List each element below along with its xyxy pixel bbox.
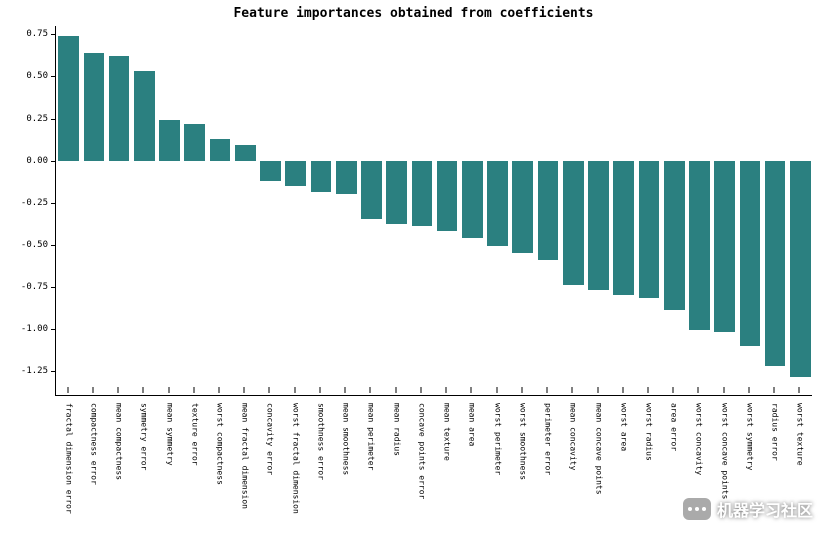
bar (285, 161, 306, 186)
bar (336, 161, 357, 195)
y-tick-label: 0.25 (26, 114, 56, 124)
x-tick-label: compactness error (89, 395, 98, 485)
wechat-icon (683, 498, 711, 520)
bar (109, 56, 130, 160)
bar (487, 161, 508, 247)
y-tick-label: -1.00 (21, 324, 56, 334)
bar (714, 161, 735, 333)
x-tick-label: concave points error (417, 395, 426, 499)
bar (134, 71, 155, 160)
plot-area: -1.25-1.00-0.75-0.50-0.250.000.250.500.7… (55, 26, 812, 396)
x-tick-label: fractal dimension error (64, 395, 73, 514)
x-tick-label: worst area (619, 395, 628, 451)
bar (790, 161, 811, 378)
bar (664, 161, 685, 311)
bar (462, 161, 483, 238)
bar (235, 145, 256, 160)
x-tick-label: mean symmetry (165, 395, 174, 466)
x-tick-label: mean smoothness (342, 395, 351, 475)
bar (58, 36, 79, 160)
x-tick-label: worst concave points (720, 395, 729, 499)
bar (740, 161, 761, 346)
bar (538, 161, 559, 260)
x-tick-label: worst texture (796, 395, 805, 466)
bar (184, 124, 205, 161)
x-tick-label: mean radius (392, 395, 401, 456)
x-tick-label: worst compactness (216, 395, 225, 485)
x-tick-label: worst perimeter (493, 395, 502, 475)
x-tick-label: worst radius (644, 395, 653, 461)
watermark-label: 机器学习社区 (717, 497, 813, 521)
bar (588, 161, 609, 291)
y-tick-label: -0.50 (21, 240, 56, 250)
bar (260, 161, 281, 181)
x-tick-label: radius error (771, 395, 780, 461)
x-tick-label: worst smoothness (518, 395, 527, 480)
bar (613, 161, 634, 296)
watermark: 机器学习社区 (683, 497, 813, 521)
bar (361, 161, 382, 220)
chart-title: Feature importances obtained from coeffi… (0, 6, 827, 21)
x-tick-label: area error (670, 395, 679, 451)
bar (311, 161, 332, 193)
x-tick-label: mean concavity (569, 395, 578, 470)
x-tick-label: concavity error (266, 395, 275, 475)
bar (159, 120, 180, 160)
bar (563, 161, 584, 285)
bar (639, 161, 660, 299)
y-tick-label: -1.25 (21, 366, 56, 376)
bar (437, 161, 458, 232)
x-tick-label: symmetry error (140, 395, 149, 470)
bar (412, 161, 433, 227)
bar (386, 161, 407, 225)
chart-container: Feature importances obtained from coeffi… (0, 0, 827, 535)
x-tick-label: perimeter error (544, 395, 553, 475)
x-tick-label: mean texture (443, 395, 452, 461)
x-tick-label: mean area (468, 395, 477, 446)
bar (512, 161, 533, 254)
y-tick-label: -0.75 (21, 282, 56, 292)
bar (210, 139, 231, 161)
y-tick-label: 0.50 (26, 71, 56, 81)
x-tick-label: mean compactness (115, 395, 124, 480)
y-tick-label: 0.00 (26, 156, 56, 166)
x-tick-label: worst fractal dimension (291, 395, 300, 514)
x-tick-label: texture error (190, 395, 199, 466)
x-tick-label: smoothness error (316, 395, 325, 480)
bar (689, 161, 710, 331)
bar (84, 53, 105, 161)
x-tick-label: worst symmetry (745, 395, 754, 470)
bar (765, 161, 786, 366)
y-tick-label: 0.75 (26, 29, 56, 39)
x-tick-label: mean concave points (594, 395, 603, 495)
y-tick-label: -0.25 (21, 198, 56, 208)
x-tick-label: mean perimeter (367, 395, 376, 470)
x-tick-label: worst concavity (695, 395, 704, 475)
x-tick-label: mean fractal dimension (241, 395, 250, 509)
